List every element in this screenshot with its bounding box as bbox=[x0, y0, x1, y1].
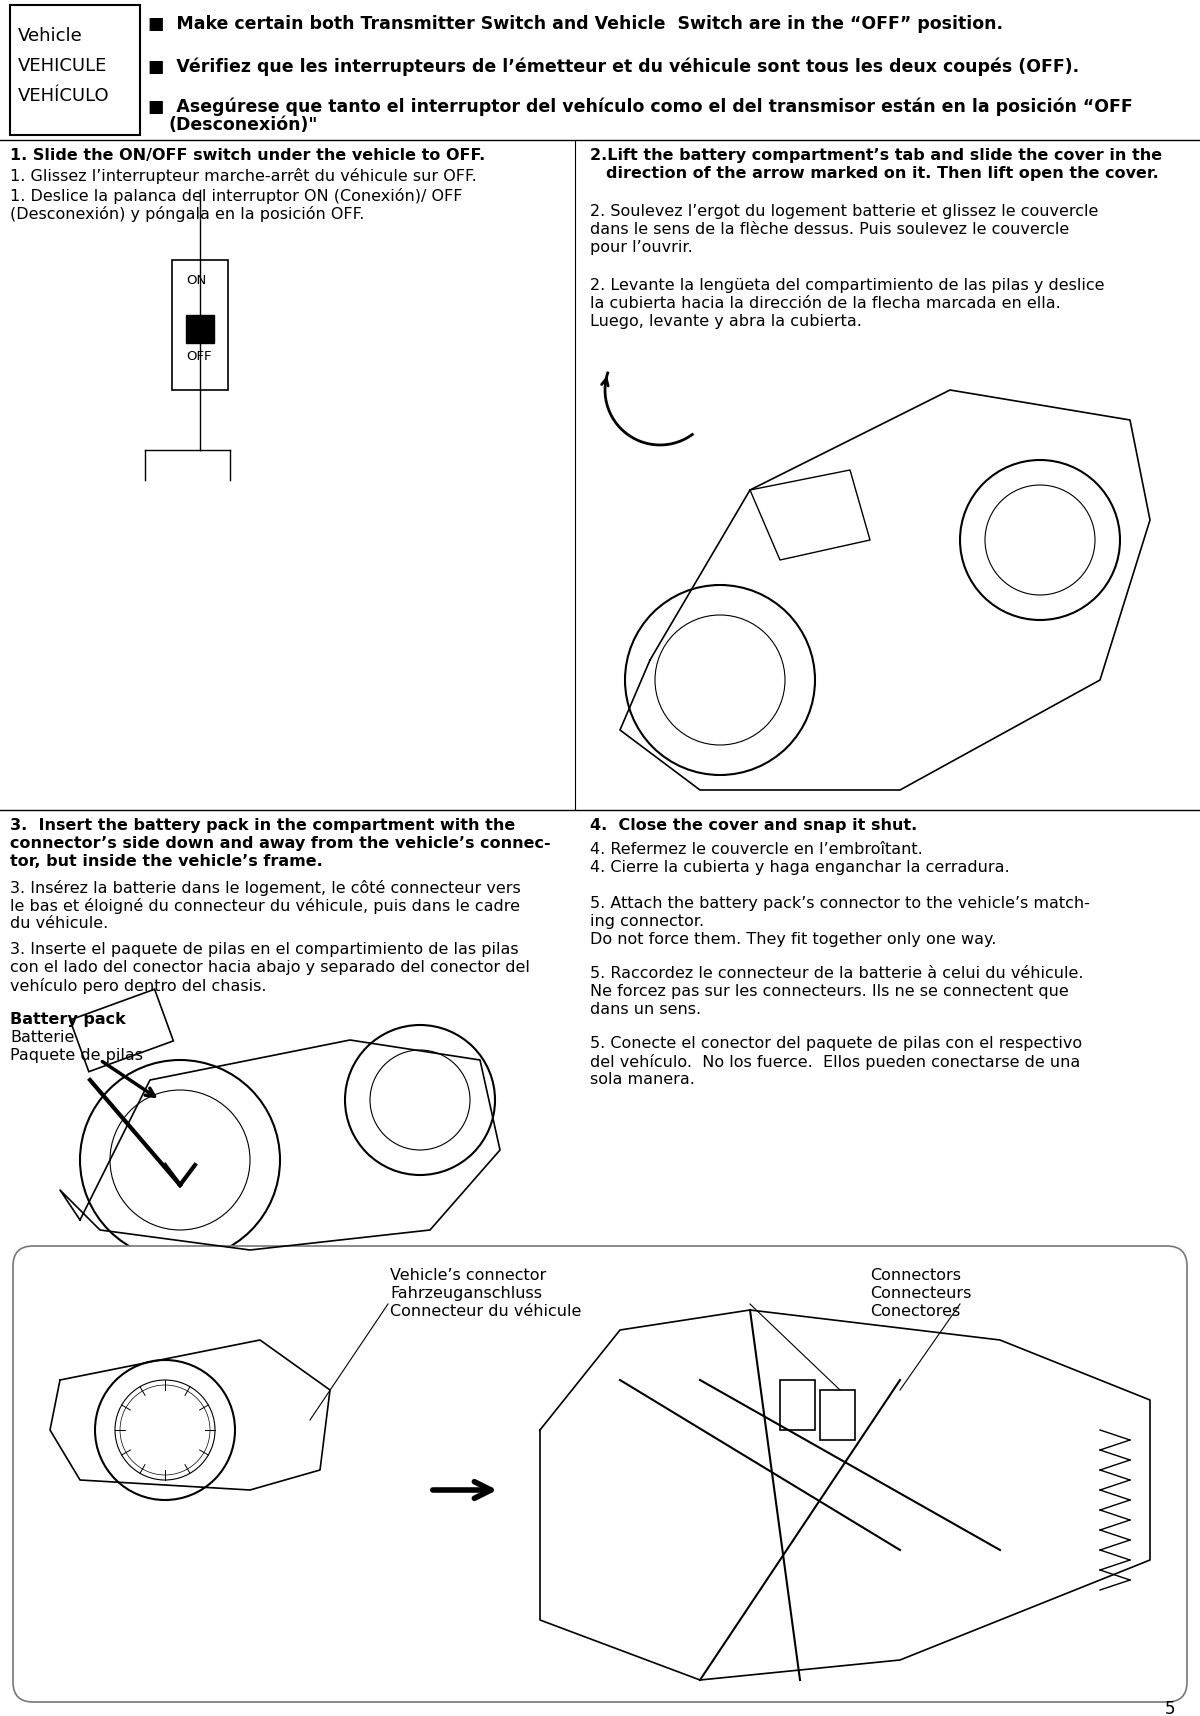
Text: pour l’ouvrir.: pour l’ouvrir. bbox=[590, 240, 692, 256]
Text: Vehicle: Vehicle bbox=[18, 27, 83, 45]
Text: 4. Refermez le couvercle en l’embroîtant.: 4. Refermez le couvercle en l’embroîtant… bbox=[590, 843, 923, 856]
Text: Connecteur du véhicule: Connecteur du véhicule bbox=[390, 1304, 581, 1320]
Text: vehículo pero dentro del chasis.: vehículo pero dentro del chasis. bbox=[10, 978, 266, 994]
Text: 2.Lift the battery compartment’s tab and slide the cover in the: 2.Lift the battery compartment’s tab and… bbox=[590, 148, 1162, 163]
Text: OFF: OFF bbox=[186, 350, 211, 364]
Bar bbox=[70, 988, 173, 1072]
Text: Battery pack: Battery pack bbox=[10, 1012, 126, 1026]
Text: 5. Attach the battery pack’s connector to the vehicle’s match-: 5. Attach the battery pack’s connector t… bbox=[590, 896, 1090, 911]
Text: sola manera.: sola manera. bbox=[590, 1072, 695, 1086]
Text: dans un sens.: dans un sens. bbox=[590, 1002, 701, 1018]
Bar bbox=[780, 1380, 815, 1429]
Text: Luego, levante y abra la cubierta.: Luego, levante y abra la cubierta. bbox=[590, 314, 862, 329]
Text: (Desconexión)": (Desconexión)" bbox=[168, 117, 317, 134]
FancyBboxPatch shape bbox=[13, 1246, 1187, 1702]
Text: 5. Raccordez le connecteur de la batterie à celui du véhicule.: 5. Raccordez le connecteur de la batteri… bbox=[590, 966, 1084, 982]
Text: 5: 5 bbox=[1164, 1701, 1175, 1716]
Text: Conectores: Conectores bbox=[870, 1304, 960, 1320]
Text: VEHICULE: VEHICULE bbox=[18, 57, 107, 76]
Text: le bas et éloigné du connecteur du véhicule, puis dans le cadre: le bas et éloigné du connecteur du véhic… bbox=[10, 897, 520, 915]
Text: ing connector.: ing connector. bbox=[590, 915, 704, 928]
Text: Connecteurs: Connecteurs bbox=[870, 1285, 971, 1301]
Text: Paquete de pilas: Paquete de pilas bbox=[10, 1048, 143, 1062]
Text: con el lado del conector hacia abajo y separado del conector del: con el lado del conector hacia abajo y s… bbox=[10, 959, 530, 975]
Bar bbox=[820, 1390, 854, 1440]
Bar bbox=[186, 316, 214, 343]
Text: tor, but inside the vehicle’s frame.: tor, but inside the vehicle’s frame. bbox=[10, 855, 323, 868]
Text: ■  Vérifiez que les interrupteurs de l’émetteur et du véhicule sont tous les deu: ■ Vérifiez que les interrupteurs de l’ém… bbox=[148, 58, 1079, 77]
Text: 5. Conecte el conector del paquete de pilas con el respectivo: 5. Conecte el conector del paquete de pi… bbox=[590, 1036, 1082, 1050]
Text: Fahrzeuganschluss: Fahrzeuganschluss bbox=[390, 1285, 542, 1301]
Text: 3.  Insert the battery pack in the compartment with the: 3. Insert the battery pack in the compar… bbox=[10, 819, 515, 832]
Text: dans le sens de la flèche dessus. Puis soulevez le couvercle: dans le sens de la flèche dessus. Puis s… bbox=[590, 221, 1069, 237]
Text: 3. Inserte el paquete de pilas en el compartimiento de las pilas: 3. Inserte el paquete de pilas en el com… bbox=[10, 942, 518, 958]
Text: 2. Levante la lengüeta del compartimiento de las pilas y deslice: 2. Levante la lengüeta del compartimient… bbox=[590, 278, 1104, 293]
Text: ON: ON bbox=[186, 275, 206, 287]
Text: 1. Slide the ON/OFF switch under the vehicle to OFF.: 1. Slide the ON/OFF switch under the veh… bbox=[10, 148, 485, 163]
Text: (Desconexión) y póngala en la posición OFF.: (Desconexión) y póngala en la posición O… bbox=[10, 206, 365, 221]
Text: 4.  Close the cover and snap it shut.: 4. Close the cover and snap it shut. bbox=[590, 819, 917, 832]
Text: la cubierta hacia la dirección de la flecha marcada en ella.: la cubierta hacia la dirección de la fle… bbox=[590, 295, 1061, 311]
Text: ■  Asegúrese que tanto el interruptor del vehículo como el del transmisor están : ■ Asegúrese que tanto el interruptor del… bbox=[148, 98, 1133, 115]
Bar bbox=[10, 5, 140, 136]
Text: direction of the arrow marked on it. Then lift open the cover.: direction of the arrow marked on it. The… bbox=[606, 166, 1159, 180]
Text: del vehículo.  No los fuerce.  Ellos pueden conectarse de una: del vehículo. No los fuerce. Ellos puede… bbox=[590, 1054, 1080, 1071]
Text: Vehicle’s connector: Vehicle’s connector bbox=[390, 1268, 546, 1284]
Text: 2. Soulevez l’ergot du logement batterie et glissez le couvercle: 2. Soulevez l’ergot du logement batterie… bbox=[590, 204, 1098, 220]
Text: du véhicule.: du véhicule. bbox=[10, 916, 108, 932]
Text: connector’s side down and away from the vehicle’s connec-: connector’s side down and away from the … bbox=[10, 836, 551, 851]
Text: Batterie: Batterie bbox=[10, 1030, 74, 1045]
Text: 1. Glissez l’interrupteur marche-arrêt du véhicule sur OFF.: 1. Glissez l’interrupteur marche-arrêt d… bbox=[10, 168, 476, 184]
Text: Connectors: Connectors bbox=[870, 1268, 961, 1284]
Text: 4. Cierre la cubierta y haga enganchar la cerradura.: 4. Cierre la cubierta y haga enganchar l… bbox=[590, 860, 1009, 875]
Text: VEHÍCULO: VEHÍCULO bbox=[18, 88, 109, 105]
Text: ■  Make certain both Transmitter Switch and Vehicle  Switch are in the “OFF” pos: ■ Make certain both Transmitter Switch a… bbox=[148, 15, 1003, 33]
Text: Do not force them. They fit together only one way.: Do not force them. They fit together onl… bbox=[590, 932, 996, 947]
Text: 3. Insérez la batterie dans le logement, le côté connecteur vers: 3. Insérez la batterie dans le logement,… bbox=[10, 880, 521, 896]
Text: Ne forcez pas sur les connecteurs. Ils ne se connectent que: Ne forcez pas sur les connecteurs. Ils n… bbox=[590, 983, 1069, 999]
Bar bbox=[172, 261, 228, 390]
Text: 1. Deslice la palanca del interruptor ON (Conexión)/ OFF: 1. Deslice la palanca del interruptor ON… bbox=[10, 189, 462, 204]
